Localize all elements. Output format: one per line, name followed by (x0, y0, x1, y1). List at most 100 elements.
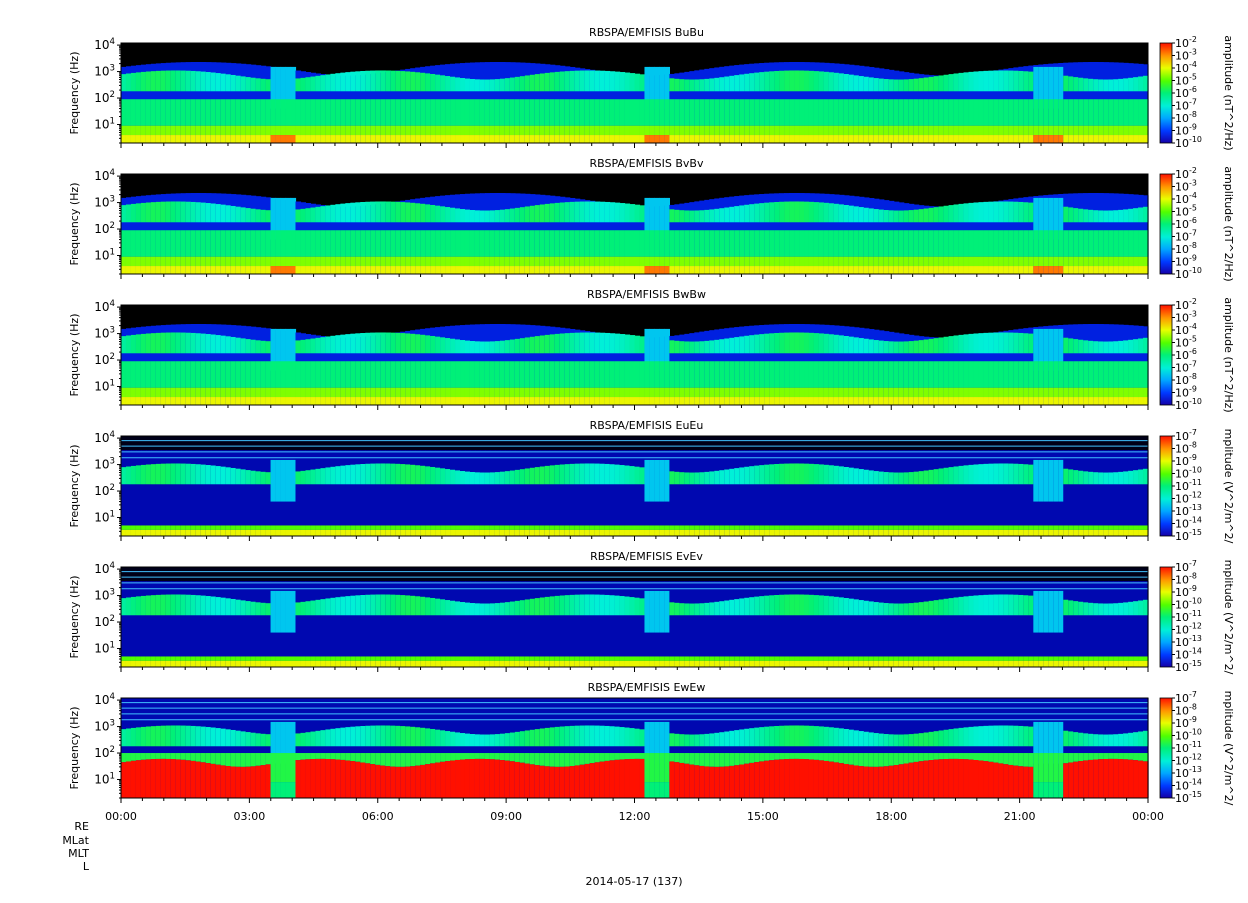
band-hiss (1018, 464, 1024, 484)
band-hiss (246, 77, 252, 91)
band-hiss (575, 333, 581, 354)
band-hiss (500, 210, 506, 223)
band-floor-low (430, 530, 436, 536)
band-noise (814, 581, 820, 667)
band-floor (709, 525, 715, 529)
band-hiss (595, 333, 601, 354)
band-hiss (914, 341, 920, 354)
band-floor (1008, 135, 1014, 143)
band-vlf (794, 126, 800, 135)
band-noise (251, 581, 257, 667)
band-vlf (924, 388, 930, 397)
band-noise (784, 450, 790, 536)
band-hiss (1138, 76, 1144, 91)
band-low (1048, 230, 1054, 256)
band-vlf (236, 126, 242, 135)
band-hiss (1103, 342, 1109, 354)
band-hiss (1133, 208, 1139, 222)
band-noise (385, 450, 391, 536)
band-hiss (465, 210, 471, 223)
band-floor (635, 135, 641, 143)
band-low (281, 230, 287, 256)
band-hiss (241, 207, 247, 222)
band-low (944, 361, 950, 387)
band-vlf (978, 257, 984, 266)
band-floor-low (719, 530, 725, 536)
band-hiss (729, 207, 735, 222)
band-hiss (719, 77, 725, 91)
band-hiss (465, 472, 471, 485)
band-low (330, 99, 336, 125)
spectrogram-panel: RBSPA/EMFISIS BvBv101102103104Frequency … (68, 157, 1235, 282)
band-floor (410, 525, 416, 529)
band-floor-low (794, 661, 800, 667)
band-floor-low (600, 661, 606, 667)
band-floor (320, 656, 326, 660)
band-hiss (161, 71, 167, 92)
band-hiss (1078, 471, 1084, 485)
band-vlf (291, 126, 297, 135)
band-floor-low (335, 661, 341, 667)
band-noise (295, 450, 301, 536)
band-floor-low (211, 530, 217, 536)
band-vlf (141, 126, 147, 135)
band-vlf (1033, 388, 1039, 397)
band-vlf (415, 126, 421, 135)
band-hiss (345, 334, 351, 353)
band-hiss (974, 464, 980, 484)
band-floor (121, 525, 127, 529)
band-vlf (415, 257, 421, 266)
band-vlf (884, 257, 890, 266)
band-low (904, 361, 910, 387)
band-hiss (181, 71, 187, 92)
band-floor (1038, 266, 1044, 274)
band-hiss (266, 472, 272, 484)
band-vlf (455, 126, 461, 135)
band-hiss (630, 466, 636, 484)
band-low (1038, 99, 1044, 125)
band-floor-low (410, 661, 416, 667)
band-floor-low (315, 661, 321, 667)
band-vlf (405, 126, 411, 135)
band-noise (719, 450, 725, 536)
band-vlf (954, 257, 960, 266)
band-hiss (330, 336, 336, 353)
band-hiss (615, 334, 621, 354)
band-low (879, 230, 885, 256)
band-floor-low (271, 530, 277, 536)
band-floor (1068, 135, 1074, 143)
band-hiss (824, 596, 830, 615)
band-floor (659, 656, 665, 660)
band-floor (226, 656, 232, 660)
band-noise (954, 450, 960, 536)
band-vlf (724, 126, 730, 135)
band-floor (1103, 266, 1109, 274)
band-floor (959, 525, 965, 529)
band-noise (679, 581, 685, 667)
band-hiss (754, 335, 760, 354)
band-hiss (415, 465, 421, 484)
band-hiss (450, 470, 456, 485)
band-floor (754, 397, 760, 405)
band-hiss (909, 341, 915, 353)
band-hiss (181, 333, 187, 354)
band-vlf (1003, 257, 1009, 266)
band-hiss (300, 340, 306, 353)
band-hiss (415, 203, 421, 222)
band-floor (1003, 266, 1009, 274)
band-hiss (1073, 339, 1079, 353)
band-hiss (221, 598, 227, 616)
band-floor (535, 135, 541, 143)
band-hiss (320, 75, 326, 91)
band-floor (664, 397, 670, 405)
band-floor (625, 266, 631, 274)
band-hiss (674, 79, 680, 91)
band-vlf (664, 257, 670, 266)
band-noise (121, 450, 127, 536)
band-hiss (550, 596, 556, 615)
band-vlf (699, 388, 705, 397)
band-low (719, 361, 725, 387)
band-floor (829, 266, 835, 274)
band-floor (216, 525, 222, 529)
band-noise (904, 450, 910, 536)
